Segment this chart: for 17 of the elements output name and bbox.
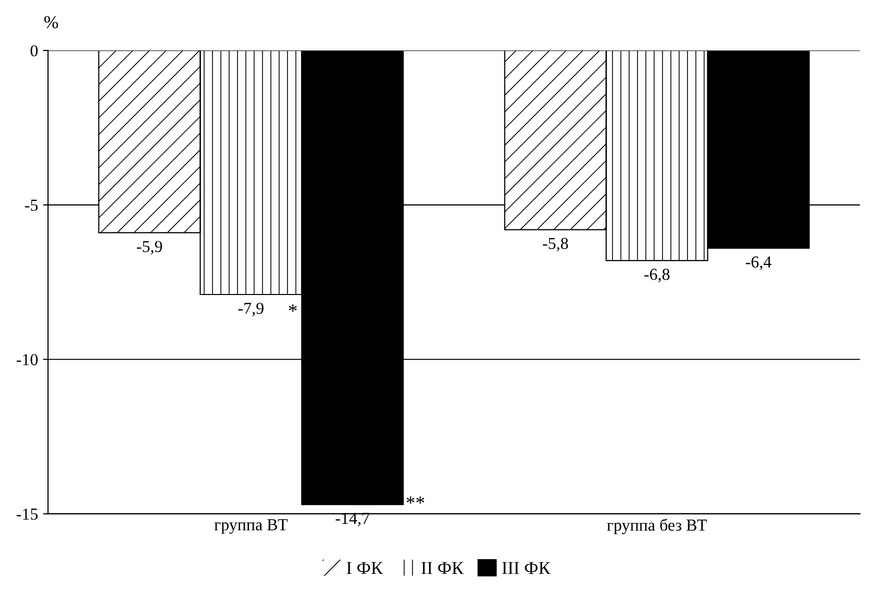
- annotation: **: [406, 496, 424, 504]
- x-tick-label: группа ВТ: [214, 519, 288, 534]
- y-axis-title: %: [44, 16, 58, 28]
- annotation: *: [288, 304, 297, 312]
- legend-label: I ФК: [346, 562, 383, 574]
- y-tick-label: -15: [16, 508, 38, 520]
- data-label: -5,8: [542, 238, 568, 252]
- y-tick-label: -5: [25, 200, 38, 211]
- data-label: -5,9: [136, 240, 162, 255]
- x-tick-label: группа без ВТ: [607, 518, 707, 534]
- legend-label: II ФК: [421, 562, 464, 574]
- data-label: -6,4: [746, 256, 772, 270]
- y-tick-label: 0: [30, 45, 38, 56]
- data-label: -7,9: [238, 302, 264, 316]
- y-tick-label: -10: [16, 354, 38, 366]
- legend-label: III ФК: [502, 562, 550, 574]
- data-label: -6,8: [644, 268, 670, 282]
